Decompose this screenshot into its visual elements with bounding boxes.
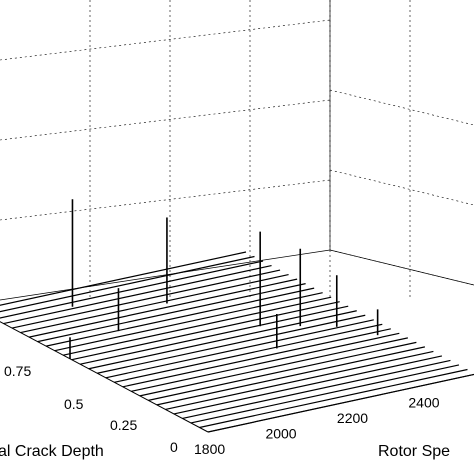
y-tick-label: 0 <box>170 439 178 455</box>
x-tick-label: 1800 <box>194 441 225 457</box>
series-line <box>114 323 383 383</box>
x-axis-line <box>207 373 474 433</box>
grid-line <box>0 19 331 61</box>
wall-base-line <box>329 249 474 286</box>
y-axis-line <box>0 321 209 433</box>
series-line <box>88 310 357 370</box>
series-line <box>148 341 417 401</box>
x-tick-label: 2000 <box>265 426 296 442</box>
series-line <box>28 278 298 338</box>
peak-lines <box>69 199 379 359</box>
grid-lines <box>0 0 474 301</box>
series-line <box>37 283 306 343</box>
series-line <box>122 328 391 388</box>
series-line <box>131 332 400 392</box>
series-line <box>80 305 349 365</box>
ridge-lines <box>0 251 474 433</box>
series-line <box>156 346 426 406</box>
series-line <box>54 292 323 352</box>
series-line <box>3 264 272 325</box>
series-line <box>97 314 366 374</box>
x-tick-label: 2400 <box>408 395 439 411</box>
series-line <box>173 355 443 415</box>
wall-base-line <box>0 249 331 301</box>
series-line <box>182 359 451 420</box>
series-line <box>0 255 255 313</box>
grid-line <box>329 89 474 126</box>
grid-line <box>0 99 331 141</box>
x-tick-label: 2200 <box>337 410 368 426</box>
series-line <box>0 251 247 306</box>
series-line <box>165 350 434 410</box>
series-line <box>11 269 281 329</box>
tick-labels: 1800 2000 2200 2400 0.75 0.5 0.25 0 <box>4 363 440 457</box>
grid-line <box>0 179 331 221</box>
x-axis-label: Rotor Spe <box>378 443 450 460</box>
series-line <box>0 260 264 319</box>
series-line <box>46 287 315 347</box>
y-tick-label: 0.25 <box>110 417 137 433</box>
axes <box>0 321 474 433</box>
grid-line <box>329 169 474 206</box>
series-line <box>20 274 289 334</box>
y-tick-label: 0.5 <box>64 396 84 412</box>
series-line <box>71 301 340 361</box>
y-axis-label: al Crack Depth <box>0 443 104 460</box>
y-tick-label: 0.75 <box>4 363 31 379</box>
series-line <box>199 368 468 429</box>
series-line <box>63 296 332 356</box>
series-line <box>105 319 374 379</box>
series-line <box>190 364 460 424</box>
series-line <box>139 337 408 397</box>
